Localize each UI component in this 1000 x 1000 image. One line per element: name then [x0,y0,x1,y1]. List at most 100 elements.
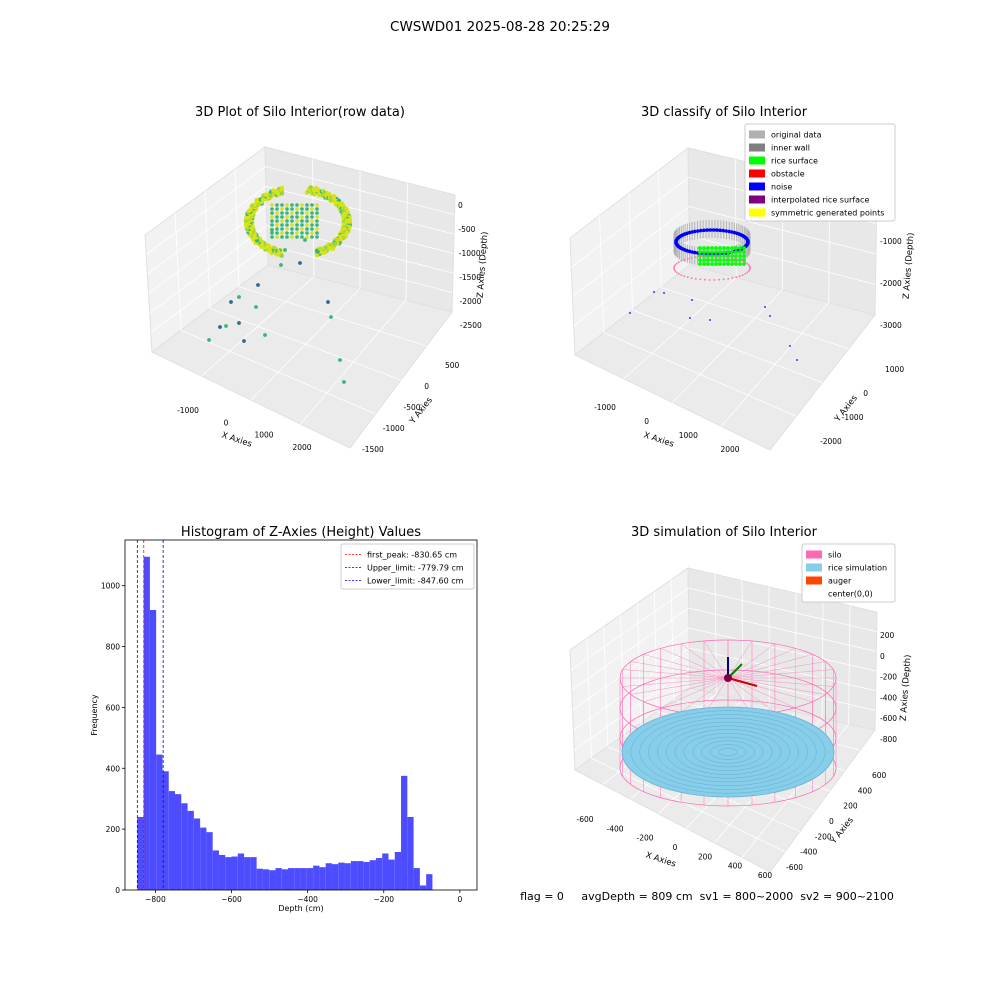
tick-label: 200 [698,852,713,861]
data-point [285,211,289,215]
histogram-bar [275,868,282,890]
rice-surface-point [698,250,702,254]
data-point [256,283,260,287]
rice-surface-point [706,262,710,266]
histogram-bar [231,856,238,890]
data-point [285,203,289,207]
tick-label: -2000 [880,279,902,288]
data-point [300,203,304,207]
data-point [315,235,319,239]
data-point [270,219,274,223]
rice-surface-point [718,246,722,250]
noise-point [708,228,713,232]
legend-swatch [806,589,822,598]
histogram-bar [401,775,408,890]
noise-point [693,250,697,255]
data-point [275,219,279,223]
noise-point [629,312,631,314]
rice-mesh-line [674,729,782,775]
data-point [229,300,233,304]
rice-surface-point [710,258,714,262]
rice-surface-point [726,246,730,250]
data-point [285,215,289,219]
tick-label: -1500 [459,273,481,282]
silo-roof-line [660,648,729,679]
noise-point [689,317,691,319]
data-point [315,203,319,207]
histogram-bar [375,858,383,890]
histogram-bar [369,860,376,890]
raw-x-label: X Axies [220,430,253,449]
rice-surface-point [706,258,710,262]
figure-title: CWSWD01 2025-08-28 20:25:29 [390,19,610,35]
data-point [295,207,299,211]
data-point [237,321,241,325]
y-tick-label: 800 [106,643,121,652]
data-point [310,203,314,207]
legend-label: Upper_limit: -779.79 cm [367,564,464,573]
histogram-bar [426,874,433,890]
rice-surface-point [734,250,738,254]
symmetric-point [744,272,747,275]
histogram-bar [137,816,144,890]
rice-surface-point [710,246,714,250]
symmetric-point [727,278,730,280]
rice-surface-point [706,254,710,258]
rice-mesh-line [630,710,826,794]
legend-label: noise [771,183,792,192]
rice-surface-point [734,246,738,250]
data-point [280,211,284,215]
histogram-bar [269,870,276,890]
noise-point [696,229,700,233]
tick-label: 2000 [292,443,311,452]
grid-line [149,225,454,314]
symmetric-point [746,271,749,274]
data-point [300,231,304,235]
simulation-x-label: X Axies [644,850,677,869]
data-point [280,215,284,219]
legend-swatch [749,195,765,204]
data-point [224,324,228,328]
rice-surface-point [706,246,710,250]
histogram-plot: Histogram of Z-Axies (Height) Values −80… [90,525,478,913]
tick-label: 200 [880,631,895,640]
rice-surface-point [722,258,726,262]
legend-label: silo [828,551,842,560]
data-point [315,231,319,235]
data-point [252,202,258,207]
data-point [333,241,338,246]
rice-surface-point [726,250,730,254]
histogram-bar [357,861,364,890]
data-point [279,191,285,196]
data-point [270,228,274,232]
symmetric-point [741,274,744,276]
histogram-bar [200,827,207,890]
silo-roof-line [727,648,796,679]
classify-plot-title: 3D classify of Silo Interior [641,105,808,120]
simulation-plot-title: 3D simulation of Silo Interior [631,525,818,540]
symmetric-point [680,260,683,262]
legend-label: original data [771,131,822,140]
histogram-title: Histogram of Z-Axies (Height) Values [181,525,421,540]
symmetric-point [744,261,747,264]
symmetric-point [675,262,678,265]
data-point [275,207,279,211]
tick-label: -800 [880,735,897,744]
symmetric-point [708,255,711,257]
rice-surface-point [730,246,734,250]
symmetric-point [704,255,706,258]
noise-point [789,345,791,347]
grid-line [572,627,877,711]
tick-label: -200 [815,832,832,841]
tick-label: -2000 [460,297,482,306]
grid-line [145,166,455,255]
histogram-bar [388,859,395,890]
data-point [270,207,274,211]
histogram-bar [256,868,263,890]
symmetric-point [748,268,751,271]
data-point [263,333,267,337]
data-point [347,219,353,224]
data-point [280,219,284,223]
symmetric-point [727,256,730,258]
rice-mesh-line [701,740,755,764]
